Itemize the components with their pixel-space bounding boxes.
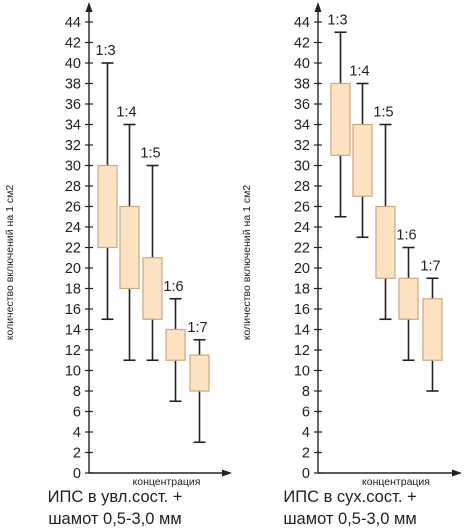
- left-box: [119, 205, 140, 290]
- left-y-tick-label: 28: [65, 179, 81, 195]
- left-y-tick-label: 30: [65, 159, 81, 175]
- left-y-tick-label: 0: [73, 466, 81, 482]
- chart-left-caption-line-2: шамот 0,5-3,0 мм: [48, 510, 182, 528]
- right-y-tick-label: 42: [294, 36, 310, 52]
- right-y-tick-label: 44: [294, 15, 310, 31]
- chart-right-caption-line-2: шамот 0,5-3,0 мм: [283, 510, 417, 528]
- right-y-tick-label: 10: [294, 364, 310, 380]
- left-y-axis-label: количество включений на 1 см2: [4, 185, 16, 340]
- right-y-tick-label: 28: [294, 179, 310, 195]
- right-y-tick-label: 38: [294, 77, 310, 93]
- right-y-tick-label: 14: [294, 323, 310, 339]
- right-x-axis-label: концентрация: [362, 476, 430, 488]
- right-box: [422, 298, 443, 361]
- right-y-tick-label: 32: [294, 138, 310, 154]
- left-box: [142, 257, 163, 320]
- left-y-tick-label: 16: [65, 302, 81, 318]
- right-y-tick-label: 30: [294, 159, 310, 175]
- right-box-label: 1:6: [396, 228, 416, 244]
- left-y-tick-label: 14: [65, 323, 81, 339]
- left-y-tick-label: 4: [73, 425, 81, 441]
- right-y-axis-label: количество включений на 1 см2: [241, 185, 253, 340]
- left-box-label: 1:4: [116, 105, 136, 121]
- right-x-axis-arrow: [452, 469, 462, 477]
- chart-left-caption: ИПС в увл.сост. + шамот 0,5-3,0 мм: [0, 486, 230, 530]
- chart-left-caption-line-1: ИПС в увл.сост. +: [47, 488, 183, 506]
- right-y-tick-label: 24: [294, 220, 310, 236]
- left-y-tick-label: 8: [73, 384, 81, 400]
- left-y-tick-label: 18: [65, 282, 81, 298]
- left-box: [165, 328, 186, 361]
- right-y-tick-label: 20: [294, 261, 310, 277]
- right-y-tick-label: 36: [294, 97, 310, 113]
- right-y-tick-label: 6: [302, 405, 310, 421]
- right-box: [375, 205, 396, 279]
- left-box-label: 1:6: [163, 279, 183, 295]
- right-box-label: 1:4: [349, 64, 369, 80]
- chart-right-caption: ИПС в сух.сост. + шамот 0,5-3,0 мм: [235, 486, 465, 530]
- right-y-tick-label: 4: [302, 425, 310, 441]
- left-x-axis-arrow: [222, 469, 232, 477]
- right-y-tick-label: 12: [294, 343, 310, 359]
- chart-right-caption-line-1: ИПС в сух.сост. +: [283, 488, 417, 506]
- right-y-axis-arrow: [314, 2, 322, 12]
- left-box-label: 1:7: [187, 320, 207, 336]
- right-y-tick-label: 34: [294, 118, 310, 134]
- left-y-tick-label: 20: [65, 261, 81, 277]
- right-y-tick-label: 8: [302, 384, 310, 400]
- left-y-tick-label: 36: [65, 97, 81, 113]
- right-y-tick-label: 16: [294, 302, 310, 318]
- left-y-tick-label: 42: [65, 36, 81, 52]
- left-y-tick-label: 26: [65, 200, 81, 216]
- left-y-tick-label: 24: [65, 220, 81, 236]
- left-y-tick-label: 10: [65, 364, 81, 380]
- right-y-tick-label: 2: [302, 446, 310, 462]
- right-y-tick-label: 22: [294, 241, 310, 257]
- left-y-tick-label: 38: [65, 77, 81, 93]
- right-y-tick-label: 0: [302, 466, 310, 482]
- right-box-label: 1:3: [327, 12, 347, 28]
- right-box: [330, 82, 351, 156]
- left-x-axis-label: концентрация: [133, 476, 201, 488]
- right-box: [398, 277, 419, 320]
- left-box-label: 1:3: [95, 43, 115, 59]
- left-box-label: 1:5: [140, 146, 160, 162]
- left-y-tick-label: 22: [65, 241, 81, 257]
- left-y-tick-label: 34: [65, 118, 81, 134]
- right-y-tick-label: 40: [294, 56, 310, 72]
- left-box: [97, 164, 118, 249]
- left-y-tick-label: 44: [65, 15, 81, 31]
- left-y-tick-label: 32: [65, 138, 81, 154]
- right-box: [352, 123, 373, 197]
- right-y-tick-label: 26: [294, 200, 310, 216]
- left-y-tick-label: 40: [65, 56, 81, 72]
- left-y-tick-label: 2: [73, 446, 81, 462]
- left-y-tick-label: 12: [65, 343, 81, 359]
- left-y-axis-arrow: [85, 2, 93, 12]
- right-y-tick-label: 18: [294, 282, 310, 298]
- right-box-label: 1:5: [373, 105, 393, 121]
- left-box: [189, 354, 210, 392]
- right-box-label: 1:7: [420, 258, 440, 274]
- left-y-tick-label: 6: [73, 405, 81, 421]
